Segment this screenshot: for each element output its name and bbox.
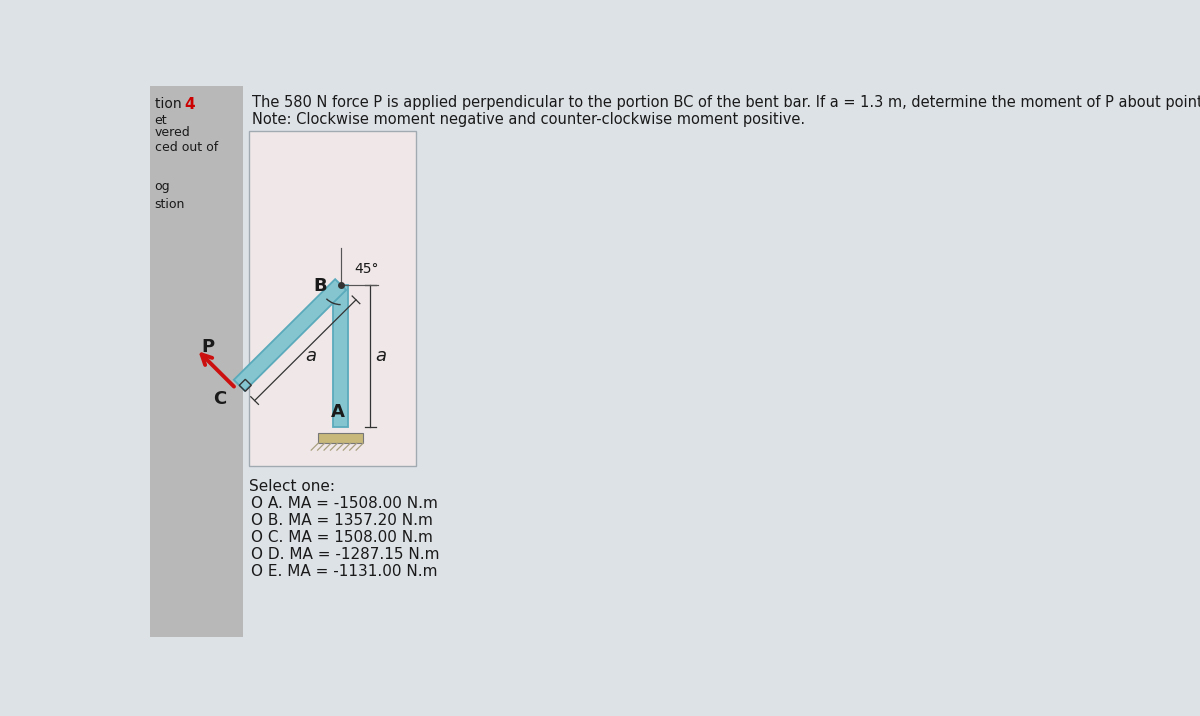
- Text: C: C: [214, 390, 227, 408]
- Bar: [150, 86, 242, 637]
- Text: O E. MA = -1131.00 N.m: O E. MA = -1131.00 N.m: [251, 564, 437, 579]
- Text: 4: 4: [184, 97, 194, 112]
- Text: A: A: [331, 403, 344, 421]
- Text: stion: stion: [155, 198, 185, 211]
- Text: 45°: 45°: [355, 262, 379, 276]
- Text: vered: vered: [155, 126, 191, 139]
- Text: a: a: [376, 347, 386, 365]
- Text: P: P: [202, 338, 215, 356]
- Bar: [318, 433, 364, 443]
- Text: a: a: [305, 347, 317, 364]
- Text: Note: Clockwise moment negative and counter-clockwise moment positive.: Note: Clockwise moment negative and coun…: [252, 112, 805, 127]
- Text: O C. MA = 1508.00 N.m: O C. MA = 1508.00 N.m: [251, 531, 433, 545]
- Polygon shape: [234, 279, 346, 391]
- Text: O B. MA = 1357.20 N.m: O B. MA = 1357.20 N.m: [251, 513, 433, 528]
- Text: The 580 N force P is applied perpendicular to the portion BC of the bent bar. If: The 580 N force P is applied perpendicul…: [252, 95, 1200, 110]
- Text: O A. MA = -1508.00 N.m: O A. MA = -1508.00 N.m: [251, 496, 438, 511]
- Bar: [250, 130, 416, 465]
- Text: ced out of: ced out of: [155, 141, 218, 155]
- Text: tion: tion: [155, 97, 186, 111]
- Text: et: et: [155, 114, 167, 127]
- Polygon shape: [332, 284, 348, 427]
- Text: Select one:: Select one:: [250, 480, 335, 494]
- Text: og: og: [155, 180, 170, 193]
- Text: O D. MA = -1287.15 N.m: O D. MA = -1287.15 N.m: [251, 547, 439, 562]
- Text: B: B: [313, 277, 326, 295]
